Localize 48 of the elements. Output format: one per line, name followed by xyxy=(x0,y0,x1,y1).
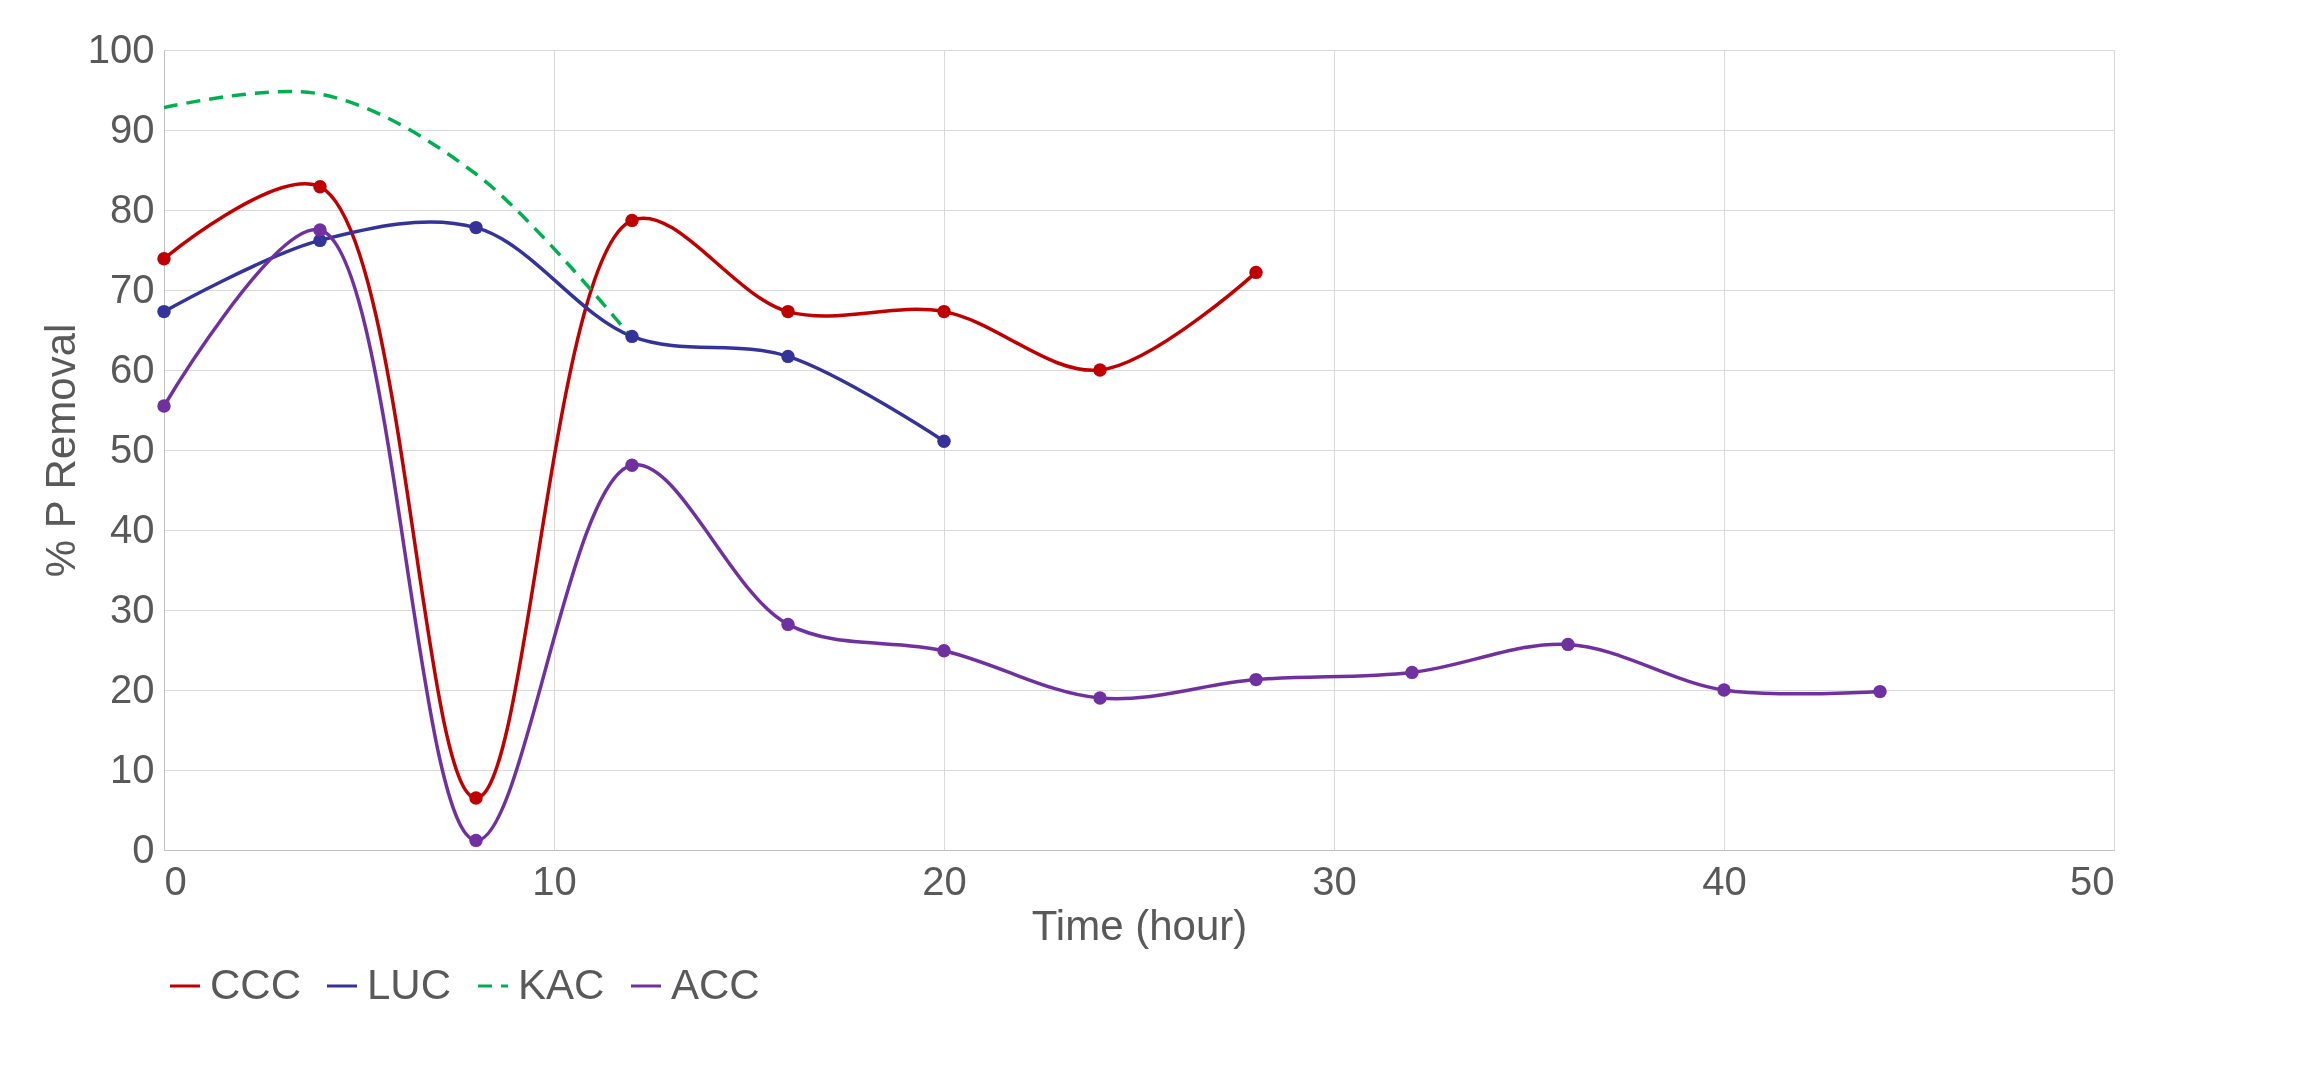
point xyxy=(1249,265,1263,280)
legend-label: LUC xyxy=(367,961,452,1008)
y-tick-label: 90 xyxy=(110,106,155,151)
point xyxy=(781,617,795,632)
x-tick-label: 0 xyxy=(164,858,187,903)
y-tick-label: 100 xyxy=(87,26,155,71)
y-tick-label: 80 xyxy=(110,186,155,231)
point xyxy=(937,434,951,448)
point xyxy=(625,458,639,472)
x-tick-label: 40 xyxy=(1702,858,1747,903)
legend-label: ACC xyxy=(671,961,760,1008)
point xyxy=(937,304,951,319)
y-axis-title: % P Removal xyxy=(36,323,84,578)
y-tick-label: 60 xyxy=(110,346,155,391)
point xyxy=(157,304,171,319)
point xyxy=(1093,691,1107,705)
x-tick-label: 10 xyxy=(532,858,577,903)
point xyxy=(1561,637,1575,652)
point xyxy=(1717,683,1731,697)
y-tick-label: 0 xyxy=(132,826,155,871)
point xyxy=(1405,665,1419,680)
y-tick-label: 10 xyxy=(110,746,155,791)
y-tick-label: 50 xyxy=(110,426,155,471)
point xyxy=(1873,684,1887,699)
x-tick-label: 50 xyxy=(2070,858,2115,903)
point xyxy=(781,349,795,364)
point xyxy=(313,223,327,237)
x-tick-label: 20 xyxy=(922,858,967,903)
y-tick-label: 70 xyxy=(110,266,155,311)
y-tick-label: 40 xyxy=(110,506,155,551)
point xyxy=(781,304,795,319)
y-tick-label: 20 xyxy=(110,666,155,711)
point xyxy=(937,644,951,658)
point xyxy=(1093,363,1107,377)
point xyxy=(469,791,483,805)
point xyxy=(469,220,483,235)
legend-label: KAC xyxy=(518,961,605,1008)
legend-label: CCC xyxy=(210,961,301,1008)
point xyxy=(625,213,639,228)
point xyxy=(157,399,171,413)
point xyxy=(157,252,171,266)
point xyxy=(313,180,327,194)
point xyxy=(625,329,639,344)
point xyxy=(1249,672,1263,687)
y-tick-label: 30 xyxy=(110,586,155,631)
x-axis-title: Time (hour) xyxy=(1031,901,1248,949)
point xyxy=(469,833,483,848)
x-tick-label: 30 xyxy=(1312,858,1357,903)
